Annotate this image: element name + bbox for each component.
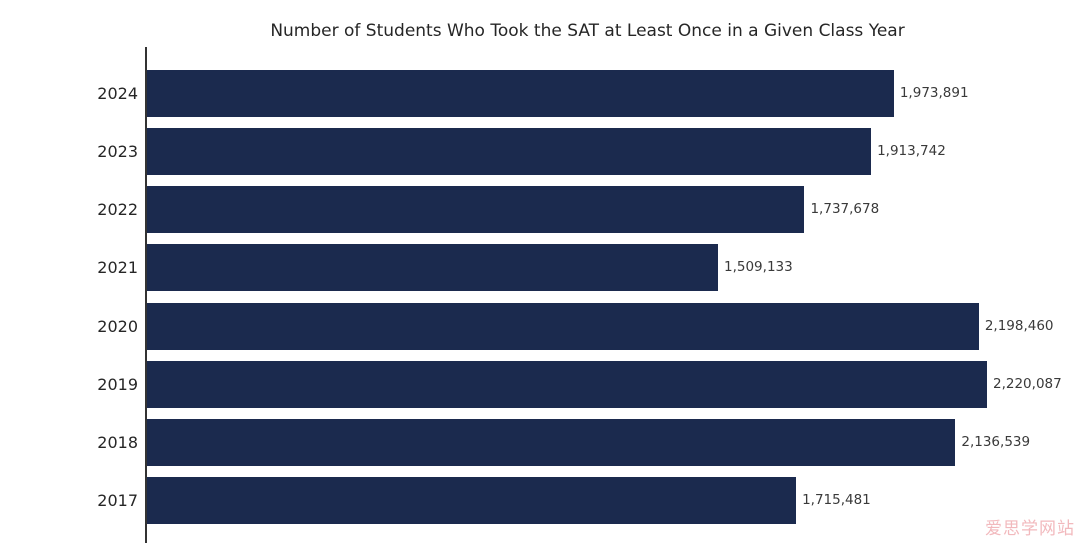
year-tick-label: 2021 [97,258,138,278]
value-label: 2,136,539 [961,433,1031,450]
bar-row: 2017 1,715,481 [0,476,1080,524]
bar-row: 2020 2,198,460 [0,302,1080,350]
year-tick-label: 2023 [97,142,138,162]
bar [147,128,872,176]
y-axis-line [145,47,147,543]
bar-row: 2022 1,737,678 [0,186,1080,234]
year-tick-label: 2017 [97,490,138,510]
year-tick-label: 2020 [97,316,138,336]
value-label: 1,913,742 [877,143,946,160]
year-tick-label: 2022 [97,200,138,220]
bar [147,70,894,117]
bar [147,418,956,466]
value-label: 1,973,891 [899,85,969,101]
value-label: 1,509,133 [724,259,793,276]
value-label: 1,737,678 [810,201,880,218]
bar-row: 2024 1,973,891 [0,70,1080,117]
year-tick-label: 2024 [97,84,138,103]
bar-row: 2023 1,913,742 [0,128,1080,176]
value-label: 1,715,481 [802,491,871,508]
bar [147,186,805,234]
year-tick-label: 2018 [97,432,138,452]
year-tick-label: 2019 [97,374,138,394]
bar [147,360,987,408]
bar-row: 2018 2,136,539 [0,418,1080,466]
bar-row: 2021 1,509,133 [0,244,1080,292]
bar-row: 2019 2,220,087 [0,360,1080,408]
chart-title: Number of Students Who Took the SAT at L… [270,21,905,41]
bar [147,244,718,292]
bar [147,302,979,350]
watermark-text: 爱思学网站 [985,519,1075,539]
value-label: 2,220,087 [993,375,1062,392]
bar [147,476,797,524]
value-label: 2,198,460 [984,317,1054,334]
